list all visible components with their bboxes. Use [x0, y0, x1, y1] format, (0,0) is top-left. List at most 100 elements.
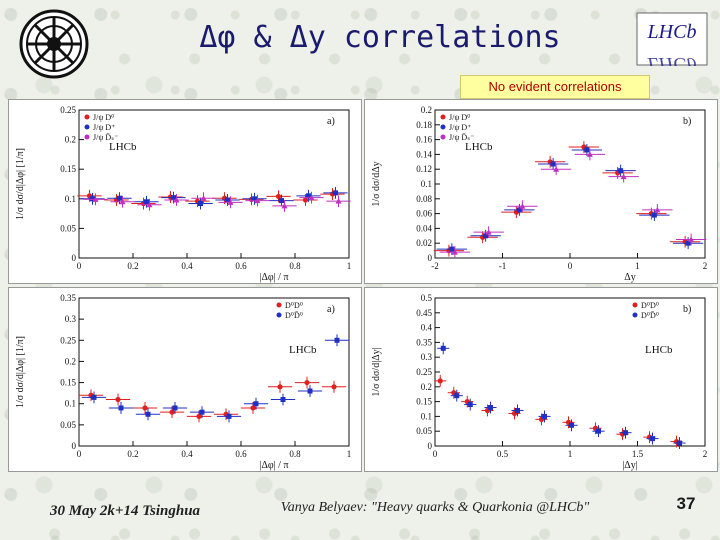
plot-frame	[78, 297, 350, 447]
data-point	[437, 378, 443, 384]
data-point	[92, 196, 99, 202]
legend-entry: J/ψ D̄ₛ⁻	[93, 133, 118, 142]
data-point	[553, 166, 560, 172]
y-tick-label: 0	[72, 253, 77, 263]
panel-label: a)	[327, 116, 335, 127]
data-point	[169, 409, 175, 415]
lhcb-logo: LHCb LHCb	[636, 12, 708, 75]
x-tick-label: 2	[703, 261, 708, 271]
x-tick-label: 1	[568, 449, 573, 459]
chart-dphi-jpsi-d: 0 0.2 0.4 0.6 0.8 1 0 0.05 0.1 0.15 0.2 0.25 |Δφ| / …	[15, 105, 351, 283]
y-tick-label: 0.14	[416, 149, 432, 159]
data-point	[91, 394, 97, 400]
data-point	[200, 195, 207, 201]
panel-label: b)	[683, 116, 691, 127]
y-tick-label: 0.15	[416, 397, 432, 407]
data-point	[144, 199, 149, 205]
y-tick-label: 0.35	[416, 337, 432, 347]
y-tick-label: 0.05	[60, 223, 76, 233]
data-point	[281, 202, 288, 209]
chart-dphi-dd: 0 0.2 0.4 0.6 0.8 1 0 0.05 0.1 0.15 0.2 0.25 0.3 0.35…	[15, 293, 352, 471]
data-point	[146, 201, 153, 208]
y-tick-label: 0.04	[416, 223, 432, 233]
data-point	[333, 190, 338, 196]
y-tick-label: 0.2	[421, 105, 432, 115]
footer-author: Vanya Belyaev: "Heavy quarks & Quarkonia…	[280, 500, 590, 515]
lhcb-logo-text: LHCb	[647, 21, 697, 43]
y-axis-label: 1/σ dσ/d|Δφ| [1/π]	[15, 336, 26, 408]
data-point	[90, 196, 95, 202]
page-number: 37	[676, 494, 696, 513]
data-point	[226, 413, 232, 419]
y-tick-label: 0.08	[416, 194, 432, 204]
x-tick-label: 0.8	[289, 261, 301, 271]
legend-marker	[84, 114, 90, 120]
y-tick-label: 0.5	[421, 293, 433, 303]
data-point	[172, 405, 178, 411]
y-tick-label: 0.25	[60, 105, 76, 115]
lhcb-logo-mirror: LHCb	[647, 53, 697, 66]
data-point	[307, 388, 313, 394]
y-tick-label: 0.05	[416, 426, 432, 436]
data-point	[304, 379, 310, 386]
y-axis-label: 1/σ dσ/d|Δy|	[371, 347, 382, 396]
data-point	[488, 405, 493, 411]
data-point	[254, 197, 261, 204]
institute-logo	[18, 8, 90, 80]
data-point	[142, 405, 148, 411]
x-tick-label: 0.6	[235, 449, 247, 459]
data-point	[451, 249, 458, 255]
x-axis-label: Δy	[624, 272, 635, 283]
y-tick-label: 0.45	[416, 308, 432, 318]
chart-panel-1: 0 0.2 0.4 0.6 0.8 1 0 0.05 0.1 0.15 0.2 0.25 |Δφ| / …	[8, 99, 362, 284]
legend-entry: D⁰D̄⁰	[641, 311, 659, 320]
legend-marker	[84, 124, 90, 130]
y-tick-label: 0.2	[65, 135, 76, 145]
data-point	[145, 411, 151, 417]
data-point	[454, 393, 460, 399]
chart-dy-dd: 0 0.5 1 1.5 2 0 0.05 0.1 0.15 0.2 0.25 0.3 0.35 0.4 0.…	[371, 293, 707, 471]
chart-panel-4: 0 0.5 1 1.5 2 0 0.05 0.1 0.15 0.2 0.25 0.3 0.35 0.4 0.…	[364, 287, 718, 472]
y-tick-label: 0.18	[416, 120, 432, 130]
x-tick-label: 0.2	[127, 261, 138, 271]
x-tick-label: 1	[347, 449, 352, 459]
experiment-label: LHCb	[289, 344, 317, 356]
data-point	[688, 236, 695, 242]
data-point	[677, 440, 682, 446]
legend-marker	[276, 312, 282, 318]
x-tick-label: -1	[499, 261, 507, 271]
legend-marker	[632, 302, 638, 308]
data-point	[119, 198, 126, 205]
data-point	[115, 396, 121, 403]
data-point	[449, 246, 455, 252]
x-tick-label: 1	[635, 261, 640, 271]
y-tick-label: 0.06	[416, 209, 432, 219]
data-point	[253, 401, 259, 407]
data-point	[651, 212, 657, 218]
legend-marker	[632, 312, 638, 318]
experiment-label: LHCb	[645, 344, 673, 356]
panel-label: a)	[327, 304, 335, 315]
data-point	[196, 413, 202, 419]
y-axis-label: 1/σ dσ/d|Δφ| [1/π]	[15, 148, 26, 220]
data-point	[225, 197, 230, 203]
data-point	[308, 194, 315, 201]
legend-marker	[440, 134, 446, 140]
legend-entry: J/ψ D⁰	[93, 113, 114, 122]
y-tick-label: 0.3	[65, 314, 77, 324]
data-point	[171, 195, 176, 201]
x-tick-label: -2	[431, 261, 439, 271]
experiment-label: LHCb	[109, 141, 137, 153]
data-point	[550, 161, 556, 167]
x-tick-label: 0.4	[181, 449, 193, 459]
data-point	[685, 240, 691, 246]
data-point	[227, 199, 234, 205]
data-point	[279, 198, 284, 204]
legend-entry: J/ψ D⁺	[449, 123, 471, 132]
slide-title: Δφ & Δy correlations	[199, 20, 561, 55]
y-tick-label: 0.2	[421, 382, 432, 392]
data-point	[586, 151, 593, 157]
x-tick-label: 1.5	[632, 449, 644, 459]
data-point	[118, 405, 124, 411]
y-tick-label: 0.16	[416, 135, 432, 145]
